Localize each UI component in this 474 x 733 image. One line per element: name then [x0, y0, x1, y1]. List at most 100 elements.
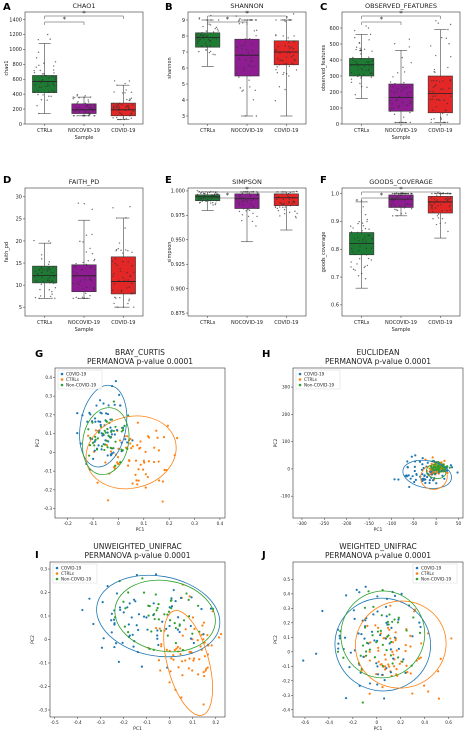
data-point	[389, 110, 392, 113]
data-point	[433, 80, 435, 82]
y-tick-label: 6	[182, 66, 185, 72]
data-point	[444, 222, 447, 224]
scatter-point	[106, 427, 109, 431]
data-point	[402, 83, 405, 86]
data-point	[288, 198, 291, 200]
y-tick-label: 0.8	[331, 247, 339, 253]
data-point	[365, 69, 368, 72]
data-point	[87, 101, 90, 103]
data-point	[251, 59, 253, 62]
data-point	[75, 106, 77, 108]
data-point	[282, 35, 284, 37]
data-point	[441, 217, 444, 220]
scatter-point	[388, 665, 391, 668]
scatter-point	[97, 431, 100, 434]
scatter-point	[130, 447, 133, 450]
confidence-ellipse	[114, 579, 216, 653]
scatter-point	[397, 478, 400, 481]
scatter-point	[181, 634, 184, 637]
data-point	[278, 64, 280, 66]
data-point	[390, 206, 392, 208]
scatter-point	[157, 460, 160, 463]
scatter-point	[118, 606, 122, 609]
scatter-point	[123, 625, 126, 628]
data-point	[238, 204, 241, 206]
data-point	[430, 197, 433, 199]
data-point	[276, 198, 278, 200]
data-point	[126, 287, 128, 289]
data-point	[439, 99, 441, 102]
data-point	[41, 276, 43, 278]
x-tick-label: CTRLs	[200, 128, 216, 134]
data-point	[448, 87, 450, 90]
data-point	[77, 202, 80, 204]
data-point	[252, 212, 254, 215]
data-point	[248, 38, 251, 40]
data-point	[202, 35, 205, 37]
data-point	[52, 265, 55, 268]
x-tick-label: CTRLs	[200, 320, 216, 326]
data-point	[239, 17, 241, 20]
data-point	[397, 106, 400, 109]
data-point	[37, 93, 39, 96]
legend-label: COVID-19	[61, 566, 82, 571]
data-point	[393, 203, 395, 206]
scatter-point	[139, 446, 142, 449]
scatter-point	[88, 444, 92, 447]
scatter-point	[114, 440, 117, 443]
scatter-point	[153, 613, 156, 616]
scatter-point	[145, 616, 148, 619]
data-point	[244, 41, 247, 44]
data-point	[47, 278, 49, 280]
scatter-point	[363, 606, 367, 609]
data-point	[217, 19, 220, 21]
scatter-point	[106, 499, 110, 502]
data-point	[352, 59, 354, 62]
y-tick-label: 3	[182, 114, 185, 120]
y-tick-label: 0.5	[283, 577, 290, 582]
data-point	[449, 23, 452, 26]
data-point	[444, 198, 447, 200]
data-point	[130, 117, 133, 119]
data-point	[89, 247, 91, 250]
data-point	[398, 95, 400, 98]
y-axis-label: simpson	[167, 242, 173, 263]
scatter-point	[443, 477, 446, 480]
scatter-point	[402, 658, 405, 661]
scatter-point	[193, 627, 196, 630]
y-tick-label: 0.1	[40, 614, 47, 619]
data-point	[118, 279, 120, 282]
data-point	[253, 65, 255, 68]
data-point	[48, 84, 50, 86]
data-point	[197, 40, 199, 43]
scatter-point	[105, 420, 108, 423]
scatter-point	[110, 433, 113, 436]
y-tick-label: 10	[16, 283, 22, 289]
data-point	[400, 85, 403, 88]
data-point	[120, 112, 122, 114]
data-point	[440, 118, 443, 120]
data-point	[93, 104, 96, 107]
scatter-point	[391, 650, 394, 653]
scatter-point	[153, 446, 156, 449]
data-point	[130, 113, 132, 115]
scatter-point	[377, 626, 380, 629]
data-point	[116, 84, 118, 86]
y-tick-label: 1.0	[331, 191, 339, 197]
scatter-point	[93, 444, 96, 447]
data-point	[397, 192, 400, 195]
data-point	[93, 258, 96, 261]
y-tick-label: 0.950	[171, 238, 185, 244]
box-0	[195, 32, 221, 48]
y-axis-label: PC2	[273, 439, 279, 448]
scatter-point	[413, 465, 416, 468]
scatter-point	[101, 601, 104, 604]
panel-subtitle: PERMANOVA p-value 0.0001	[325, 551, 431, 560]
data-point	[399, 96, 402, 99]
data-point	[360, 75, 363, 78]
x-tick-label: 0	[375, 720, 378, 725]
scatter-point	[100, 448, 103, 451]
data-point	[371, 59, 373, 62]
sig-bracket	[361, 197, 402, 201]
